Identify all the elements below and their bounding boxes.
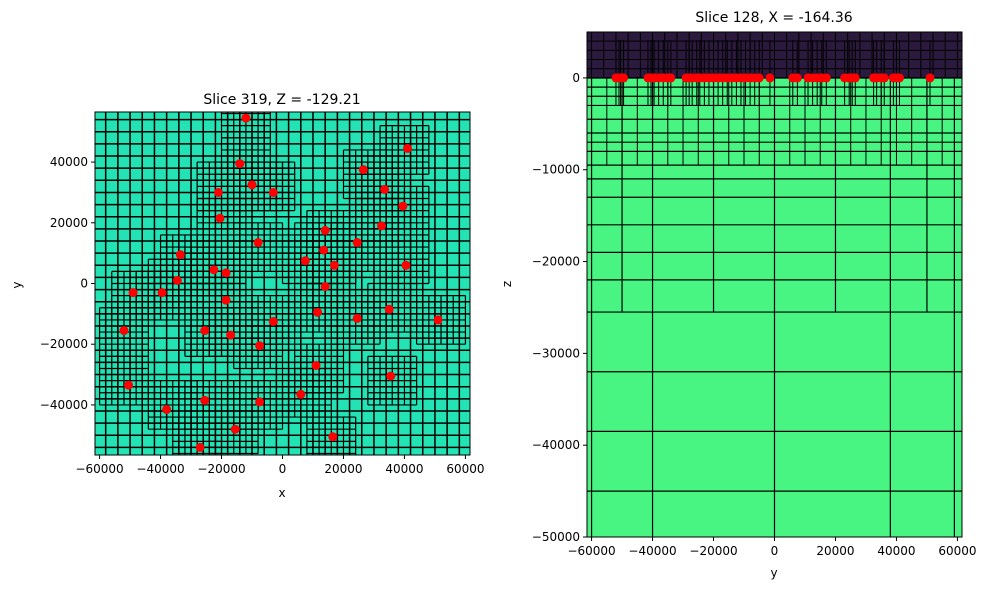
left-receiver-point [253,238,263,248]
right-receiver-point [879,73,889,83]
right-x-tick-label: 60000 [938,544,976,558]
left-x-tick-label: 0 [279,462,287,476]
left-receiver-point [320,225,330,235]
left-receiver-point [377,221,387,231]
left-receiver-point [401,260,411,270]
left-receiver-point [352,238,362,248]
right-x-tick-label: −20000 [689,544,737,558]
right-x-tick-label: 0 [771,544,779,558]
left-receiver-point [175,250,185,260]
right-y-tick-label: 0 [572,71,580,85]
left-receiver-point [255,397,265,407]
left-receiver-point [328,432,338,442]
left-receiver-point [398,201,408,211]
left-x-tick-label: 40000 [385,462,423,476]
right-receiver-point [792,73,802,83]
left-y-tick-label: 40000 [50,155,88,169]
left-receiver-point [311,360,321,370]
left-chart-x-axis-label: x [278,486,285,500]
left-y-tick-label: 0 [80,277,88,291]
left-receiver-point [172,275,182,285]
right-receiver-points [611,73,935,83]
left-y-tick-label: 20000 [50,216,88,230]
left-receiver-point [268,316,278,326]
left-y-tick-label: −40000 [40,398,88,412]
left-x-tick-label: 20000 [324,462,362,476]
right-x-tick-label: −60000 [567,544,615,558]
left-receiver-point [221,295,231,305]
right-y-tick-label: −40000 [532,438,580,452]
right-x-tick-label: 40000 [877,544,915,558]
right-chart-y-axis-label: z [500,281,514,287]
left-receiver-point [296,389,306,399]
right-receiver-point [754,73,764,83]
left-mesh-grid [95,112,470,455]
left-receiver-points [119,113,443,452]
left-receiver-point [358,165,368,175]
left-receiver-point [195,442,205,452]
left-receiver-point [329,260,339,270]
left-receiver-point [320,282,330,292]
left-chart-y-axis-label: y [10,281,24,288]
right-receiver-point [666,73,676,83]
right-mesh-grid [587,32,962,537]
left-receiver-point [384,304,394,314]
left-receiver-point [157,288,167,298]
left-receiver-point [300,256,310,266]
left-chart-title: Slice 319, Z = -129.21 [203,92,360,108]
left-receiver-point [209,265,219,275]
left-receiver-point [119,326,129,336]
left-receiver-point [235,159,245,169]
left-y-tick-label: −20000 [40,337,88,351]
left-receiver-point [268,187,278,197]
left-receiver-point [200,326,210,336]
left-x-tick-label: −60000 [75,462,123,476]
right-receiver-point [765,73,775,83]
left-receiver-point [124,380,134,390]
left-receiver-point [313,307,323,317]
right-chart-slice-x: Slice 128, X = -164.36 y z −60000 −40000−… [500,10,977,580]
left-receiver-point [226,330,236,340]
left-x-tick-label: 60000 [446,462,484,476]
left-receiver-point [433,315,443,325]
left-receiver-point [230,424,240,434]
right-y-tick-label: −50000 [532,530,580,544]
left-receiver-point [319,245,329,255]
left-x-tick-label: −40000 [136,462,184,476]
right-x-tick-label: −40000 [628,544,676,558]
right-chart-x-axis-label: y [770,566,777,580]
left-receiver-point [200,395,210,405]
left-receiver-point [241,113,251,123]
left-receiver-point [221,268,231,278]
left-receiver-point [255,341,265,351]
left-chart-slice-z: Slice 319, Z = -129.21 x y −60000 −40000−… [10,92,485,500]
right-receiver-point [895,73,904,83]
left-receiver-point [215,213,225,223]
left-receiver-point [403,143,412,153]
right-y-tick-label: −10000 [532,163,580,177]
right-y-tick-label: −20000 [532,255,580,269]
right-y-tick-label: −30000 [532,346,580,360]
left-receiver-point [162,404,172,414]
left-receiver-point [128,288,138,298]
right-receiver-point [850,73,860,83]
left-receiver-point [352,313,362,323]
left-receiver-point [247,180,257,190]
right-x-tick-label: 20000 [816,544,854,558]
right-chart-title: Slice 128, X = -164.36 [695,10,852,26]
right-receiver-point [925,73,935,83]
right-receiver-point [619,73,629,83]
left-receiver-point [386,371,396,381]
left-receiver-point [380,184,390,194]
left-receiver-point [213,187,223,197]
left-x-tick-label: −20000 [197,462,245,476]
right-receiver-point [821,73,831,83]
